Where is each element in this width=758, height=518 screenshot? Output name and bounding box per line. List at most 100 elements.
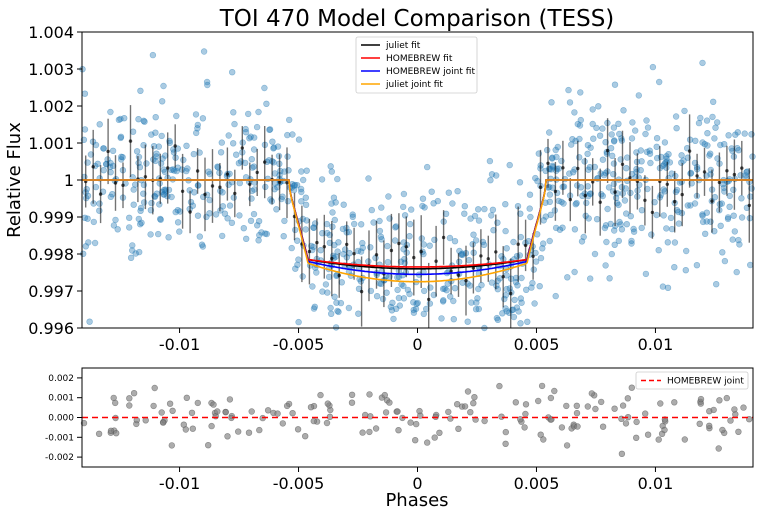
top-legend-box (355, 36, 478, 94)
data-point (623, 154, 631, 161)
data-point (424, 163, 431, 171)
data-point (135, 153, 143, 161)
data-point (552, 292, 559, 300)
residual-point (245, 429, 253, 436)
data-point (643, 148, 651, 156)
data-point (302, 201, 310, 209)
data-point (438, 315, 445, 322)
data-point (228, 219, 236, 227)
data-point (81, 90, 89, 97)
data-point (628, 237, 635, 245)
residual-point (563, 402, 570, 410)
data-point (274, 143, 282, 150)
binned-point (531, 254, 535, 258)
data-point (349, 211, 356, 218)
data-point (623, 221, 630, 228)
binned-point (732, 172, 737, 177)
data-point (109, 191, 116, 198)
data-point (412, 305, 420, 313)
data-point (475, 305, 482, 313)
data-point (324, 289, 331, 296)
data-point (119, 154, 126, 161)
data-point (255, 108, 262, 116)
data-point (616, 218, 623, 226)
data-point (621, 197, 629, 204)
data-point (225, 132, 232, 139)
data-point (199, 243, 207, 250)
data-point (264, 175, 271, 183)
residual-point (183, 394, 191, 401)
data-point (81, 214, 89, 222)
residual-point (208, 422, 215, 430)
data-point (450, 316, 457, 323)
residual-point (395, 427, 402, 434)
data-point (410, 299, 417, 306)
residual-point (522, 401, 530, 408)
y-tick-label: 0.002 (48, 374, 74, 384)
data-point (109, 147, 117, 155)
residual-point (348, 391, 356, 398)
residual-point (641, 410, 649, 417)
data-point (692, 137, 699, 145)
residual-point (563, 442, 571, 449)
data-point (638, 158, 645, 165)
data-point (637, 147, 644, 154)
data-point (475, 206, 482, 213)
data-point (536, 283, 543, 290)
data-point (388, 307, 396, 314)
data-point (389, 299, 396, 306)
data-point (288, 244, 295, 252)
data-point (706, 152, 713, 159)
residual-point (431, 434, 438, 441)
data-point (534, 177, 541, 185)
legend-label: juliet joint fit (385, 80, 443, 90)
bottom-x-axis-label: Phases (385, 490, 448, 511)
data-point (284, 198, 292, 205)
data-point (510, 238, 517, 246)
data-point (120, 114, 128, 122)
data-point (205, 168, 212, 175)
data-point (587, 144, 594, 151)
binned-point (359, 289, 364, 294)
data-point (552, 224, 560, 232)
data-point (524, 318, 531, 325)
residual-point (294, 426, 302, 433)
binned-point (434, 259, 438, 263)
data-point (605, 184, 613, 191)
residual-point (166, 400, 174, 407)
data-point (324, 229, 331, 237)
data-point (726, 192, 733, 200)
binned-point (613, 190, 617, 194)
data-point (738, 214, 746, 221)
data-point (572, 201, 579, 208)
residual-point (126, 395, 133, 402)
data-point (569, 136, 576, 143)
data-point (255, 218, 263, 225)
data-point (230, 194, 238, 201)
binned-point (687, 149, 692, 153)
data-point (327, 304, 334, 312)
binned-point (546, 161, 550, 165)
binned-point (98, 192, 103, 196)
data-point (309, 283, 316, 290)
residual-point (289, 410, 296, 417)
y-tick-label: 1.004 (28, 23, 74, 42)
data-point (96, 207, 103, 214)
data-point (135, 159, 142, 167)
data-point (493, 314, 501, 322)
x-tick-label: -0.005 (273, 474, 325, 493)
residual-point (464, 388, 472, 395)
residual-point (696, 420, 703, 427)
data-point (143, 160, 150, 167)
data-point (247, 217, 255, 225)
data-point (593, 124, 600, 132)
x-tick-label: 0 (412, 474, 422, 493)
data-point (330, 194, 338, 201)
data-point (671, 264, 678, 271)
bottom-legend: HOMEBREW joint (635, 371, 749, 390)
residual-point (323, 419, 331, 427)
residual-point (394, 408, 401, 415)
data-point (114, 226, 121, 233)
residual-point (302, 433, 309, 440)
data-point (464, 318, 471, 325)
